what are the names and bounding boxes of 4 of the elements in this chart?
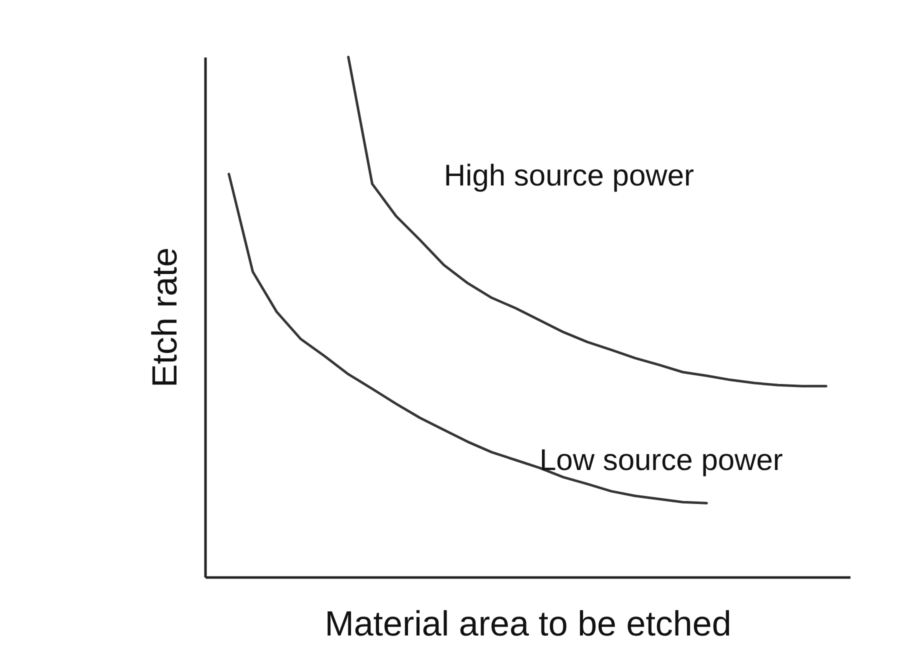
- series-label: Low source power: [539, 444, 783, 478]
- x-axis-title: Material area to be etched: [324, 604, 732, 644]
- series-label: High source power: [444, 160, 694, 193]
- y-axis-title: Etch rate: [146, 247, 184, 388]
